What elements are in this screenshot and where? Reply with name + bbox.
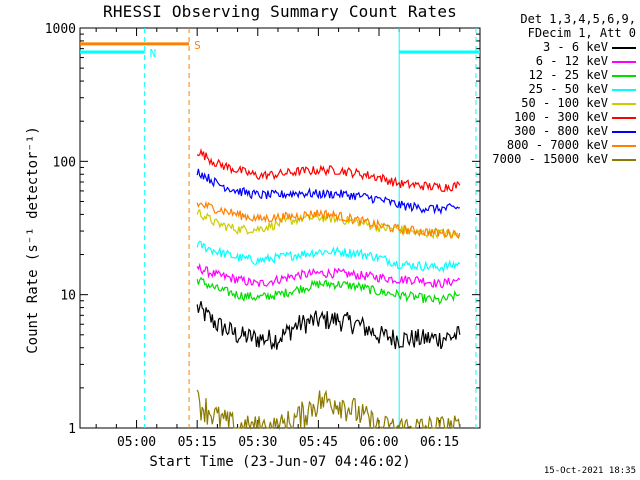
legend-header-line-2: FDecim 1, Att 0 xyxy=(527,26,636,40)
x-tick-label: 05:15 xyxy=(178,435,217,450)
legend-item-label: 25 - 50 keV xyxy=(528,82,608,96)
legend-swatch xyxy=(612,103,636,105)
legend-item: 7000 - 15000 keV xyxy=(482,152,638,166)
chart-title: RHESSI Observing Summary Count Rates xyxy=(103,2,457,21)
legend-swatch xyxy=(612,61,636,63)
legend-swatch xyxy=(612,75,636,77)
series-line xyxy=(196,389,461,431)
generation-timestamp: 15-Oct-2021 18:35 xyxy=(543,466,636,476)
plot-frame xyxy=(79,27,481,429)
legend-item-label: 3 - 6 keV xyxy=(542,40,608,54)
legend-swatch xyxy=(612,47,636,49)
legend-item: 3 - 6 keV xyxy=(482,40,638,54)
series-line xyxy=(196,168,461,216)
legend-item-label: 12 - 25 keV xyxy=(528,68,608,82)
legend-item-label: 100 - 300 keV xyxy=(514,110,608,124)
y-tick-label: 10 xyxy=(60,289,76,304)
legend-item-label: 7000 - 15000 keV xyxy=(492,152,608,166)
x-tick-label: 06:00 xyxy=(359,435,398,450)
x-axis-label: Start Time (23-Jun-07 04:46:02) xyxy=(149,454,411,470)
x-tick-label: 05:30 xyxy=(238,435,277,450)
series-line xyxy=(196,200,461,239)
legend-swatch xyxy=(612,131,636,133)
series-line xyxy=(196,240,461,274)
legend-swatch xyxy=(612,145,636,147)
series-line xyxy=(196,147,461,193)
legend-item-label: 300 - 800 keV xyxy=(514,124,608,138)
legend-item: 12 - 25 keV xyxy=(482,68,638,82)
legend-swatch xyxy=(612,159,636,161)
legend-swatch xyxy=(612,117,636,119)
mode-bar-label: N xyxy=(150,47,157,60)
x-tick-label: 05:00 xyxy=(117,435,156,450)
mode-bar-label: S xyxy=(194,39,201,52)
legend-item: 300 - 800 keV xyxy=(482,124,638,138)
y-axis-label: Count Rate (s⁻¹ detector⁻¹) xyxy=(25,126,41,354)
series-line xyxy=(196,276,460,305)
series-line xyxy=(196,262,461,289)
x-tick-label: 05:45 xyxy=(299,435,338,450)
legend: Det 1,3,4,5,6,9, FDecim 1, Att 0 3 - 6 k… xyxy=(482,12,638,166)
legend-header-line-1: Det 1,3,4,5,6,9, xyxy=(520,12,636,26)
legend-item: 6 - 12 keV xyxy=(482,54,638,68)
series-line xyxy=(196,301,461,350)
legend-item: 25 - 50 keV xyxy=(482,82,638,96)
x-tick-label: 06:15 xyxy=(420,435,459,450)
legend-item: 800 - 7000 keV xyxy=(482,138,638,152)
legend-item-label: 800 - 7000 keV xyxy=(506,138,608,152)
legend-item: 50 - 100 keV xyxy=(482,96,638,110)
legend-item-label: 50 - 100 keV xyxy=(521,96,608,110)
legend-item-label: 6 - 12 keV xyxy=(535,54,608,68)
y-tick-label: 100 xyxy=(53,155,76,170)
legend-swatch xyxy=(612,89,636,91)
y-tick-label: 1000 xyxy=(45,22,76,37)
y-tick-label: 1 xyxy=(68,422,76,437)
legend-item: 100 - 300 keV xyxy=(482,110,638,124)
